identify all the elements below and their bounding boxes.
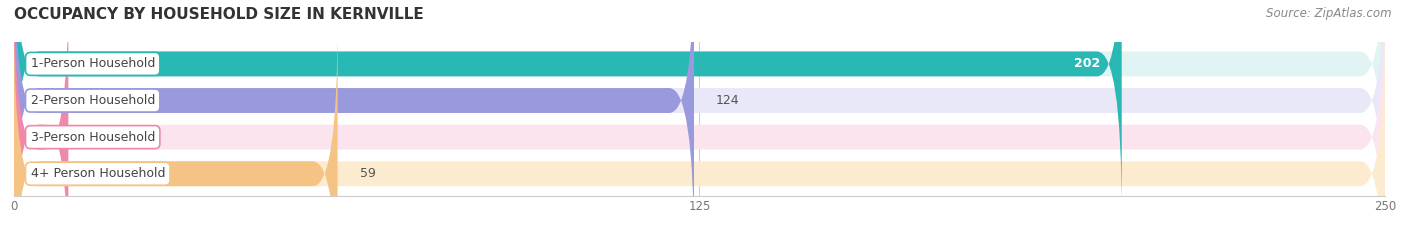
- FancyBboxPatch shape: [14, 0, 1385, 233]
- Text: 59: 59: [360, 167, 375, 180]
- FancyBboxPatch shape: [14, 0, 1122, 216]
- Text: 124: 124: [716, 94, 740, 107]
- Text: 202: 202: [1074, 57, 1099, 70]
- FancyBboxPatch shape: [14, 0, 695, 233]
- Text: 2-Person Household: 2-Person Household: [31, 94, 155, 107]
- FancyBboxPatch shape: [14, 0, 69, 233]
- Text: 3-Person Household: 3-Person Household: [31, 131, 155, 144]
- FancyBboxPatch shape: [14, 21, 1385, 233]
- Text: 1-Person Household: 1-Person Household: [31, 57, 155, 70]
- FancyBboxPatch shape: [14, 21, 337, 233]
- Text: Source: ZipAtlas.com: Source: ZipAtlas.com: [1267, 7, 1392, 20]
- FancyBboxPatch shape: [14, 0, 1385, 216]
- FancyBboxPatch shape: [14, 0, 1385, 233]
- Text: 4+ Person Household: 4+ Person Household: [31, 167, 165, 180]
- Text: OCCUPANCY BY HOUSEHOLD SIZE IN KERNVILLE: OCCUPANCY BY HOUSEHOLD SIZE IN KERNVILLE: [14, 7, 423, 22]
- Text: 0: 0: [90, 131, 98, 144]
